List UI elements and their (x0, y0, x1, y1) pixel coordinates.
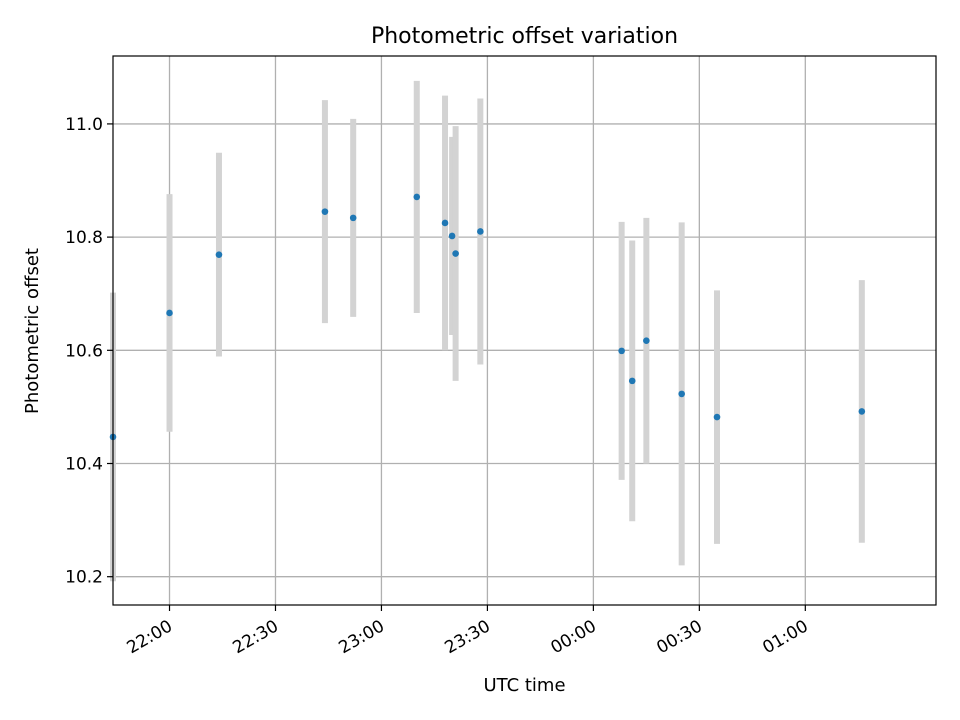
data-point (628, 377, 636, 385)
data-point (452, 250, 459, 257)
data-point (215, 251, 223, 258)
data-point (477, 228, 484, 235)
x-tick-label: 01:00 (759, 616, 811, 658)
x-axis-label: UTC time (483, 675, 565, 696)
data-point (713, 413, 721, 421)
grid (113, 56, 936, 605)
data-point (321, 208, 329, 215)
x-axis: 22:00 22:30 23:00 23:30 00:00 00:30 01:00 (124, 605, 812, 658)
y-axis-label: Photometric offset (22, 248, 43, 414)
x-tick-label: 00:00 (547, 616, 599, 658)
data-point (413, 193, 421, 201)
x-tick-label: 22:00 (124, 616, 176, 658)
plot-frame (112, 55, 937, 606)
data-point (349, 214, 357, 222)
x-tick-label: 00:30 (653, 616, 705, 658)
y-axis: 10.2 10.4 10.6 10.8 11.0 (65, 115, 113, 588)
y-tick-label: 10.2 (65, 568, 103, 588)
data-point (166, 309, 173, 317)
y-tick-label: 10.8 (65, 228, 103, 248)
data-point (678, 390, 685, 398)
y-tick-label: 10.6 (65, 341, 103, 361)
data-point (441, 219, 449, 227)
y-tick-label: 11.0 (65, 115, 103, 135)
data-point (448, 232, 456, 240)
data-point (858, 408, 866, 415)
x-tick-label: 23:30 (441, 616, 493, 658)
chart-title: Photometric offset variation (371, 24, 678, 49)
x-tick-label: 22:30 (230, 616, 282, 658)
x-tick-label: 23:00 (336, 616, 388, 658)
y-tick-label: 10.4 (65, 455, 103, 475)
data-point (643, 337, 650, 344)
data-point (618, 347, 625, 355)
data-points (109, 193, 866, 441)
